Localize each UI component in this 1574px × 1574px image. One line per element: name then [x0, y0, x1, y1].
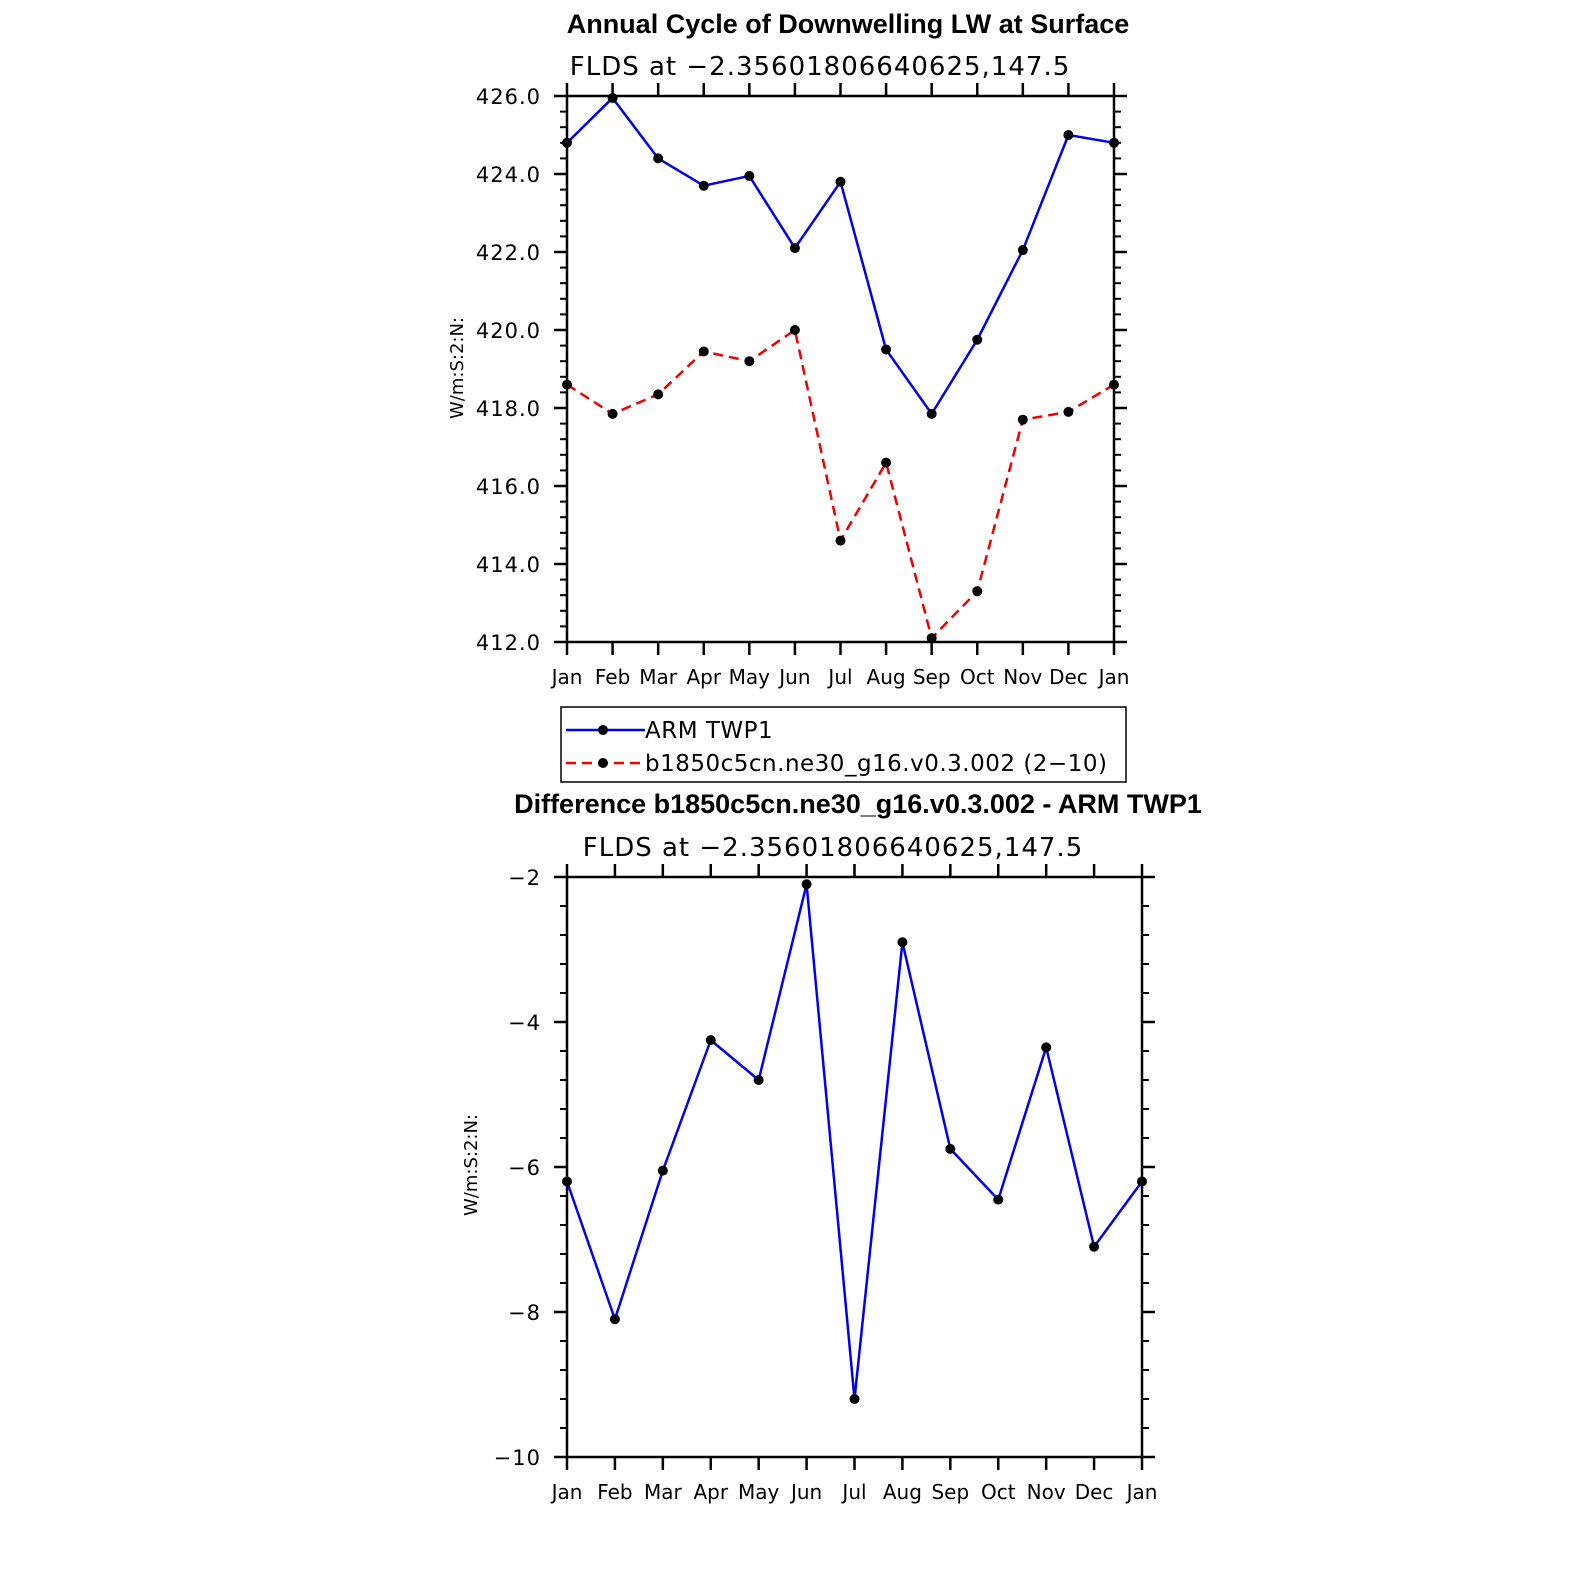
series-0-point	[835, 176, 846, 187]
y-tick-label: 412.0	[476, 631, 541, 655]
plot-frame	[565, 875, 1144, 1459]
x-tick-label: Jan	[550, 1480, 583, 1504]
chart-title: Difference b1850c5cn.ne30_g16.v0.3.002 -…	[514, 789, 1202, 819]
y-tick-label: 416.0	[476, 475, 541, 499]
y-tick-label: −10	[494, 1446, 541, 1470]
legend-entry-model: b1850c5cn.ne30_g16.v0.3.002 (2−10)	[566, 751, 1107, 777]
y-tick-label: 424.0	[476, 163, 541, 187]
x-tick-label: Apr	[693, 1480, 728, 1504]
series-1-point	[881, 457, 892, 468]
difference-chart: Difference b1850c5cn.ne30_g16.v0.3.002 -…	[461, 789, 1202, 1504]
series-line-0	[565, 883, 1144, 1401]
y-tick-label: 420.0	[476, 319, 541, 343]
x-tick-label: Feb	[597, 1480, 632, 1504]
x-tick-label: Feb	[595, 665, 630, 689]
series-0-point	[801, 879, 812, 890]
chart-title: Annual Cycle of Downwelling LW at Surfac…	[567, 9, 1130, 39]
x-tick-label: Dec	[1075, 1480, 1114, 1504]
series-0-point	[1017, 245, 1028, 256]
y-tick-label: 414.0	[476, 553, 541, 577]
x-tick-label: Jan	[550, 665, 583, 689]
series-1-point	[835, 535, 846, 546]
series-1-point	[653, 389, 664, 400]
series-1-point	[1063, 406, 1074, 417]
y-axis-label: W/m:S:2:N:	[447, 317, 468, 419]
series-1-point	[1017, 414, 1028, 425]
series-0-point	[945, 1143, 956, 1154]
x-tick-label: Jul	[826, 665, 852, 689]
y-tick-label: 418.0	[476, 397, 541, 421]
series-0-point	[753, 1075, 764, 1085]
series-0-point	[789, 243, 800, 254]
series-0-point	[849, 1394, 860, 1404]
legend: ARM TWP1 b1850c5cn.ne30_g16.v0.3.002 (2−…	[560, 706, 1127, 783]
x-tick-label: Oct	[960, 665, 995, 689]
y-tick-label: −8	[508, 1301, 541, 1325]
legend-marker-model	[598, 758, 608, 768]
y-tick-label: −4	[508, 1011, 541, 1035]
series-1-point	[698, 346, 709, 357]
series-0-point	[698, 180, 709, 191]
x-tick-label: Jan	[1097, 665, 1130, 689]
x-tick-label: Mar	[639, 665, 678, 689]
annual-cycle-chart: Annual Cycle of Downwelling LW at Surfac…	[447, 9, 1129, 689]
x-tick-label: Jun	[777, 665, 810, 689]
y-tick-label: −2	[508, 866, 541, 890]
x-tick-label: Aug	[867, 665, 906, 689]
series-0-point	[881, 344, 892, 355]
series-0-point	[897, 937, 908, 948]
series-0-point	[926, 408, 937, 419]
x-tick-label: Mar	[644, 1480, 683, 1504]
series-line-1	[566, 328, 1115, 640]
x-tick-label: Sep	[931, 1480, 969, 1504]
x-tick-label: Jan	[1125, 1480, 1158, 1504]
y-tick-label: 426.0	[476, 85, 541, 109]
x-tick-label: Sep	[913, 665, 951, 689]
series-1-point	[789, 325, 800, 335]
x-tick-label: Nov	[1003, 665, 1042, 689]
series-line-0	[566, 96, 1115, 416]
series-1-point	[607, 408, 618, 419]
series-0-point	[1089, 1241, 1100, 1252]
series-1-point	[972, 586, 983, 597]
chart-subtitle: FLDS at −2.35601806640625,147.5	[583, 833, 1084, 863]
x-tick-label: Aug	[883, 1480, 922, 1504]
series-0-point	[657, 1165, 668, 1176]
series-0-point	[705, 1035, 716, 1046]
legend-entry-arm-twp1: ARM TWP1	[566, 718, 773, 744]
legend-label-arm: ARM TWP1	[645, 718, 773, 744]
series-0-point	[1041, 1042, 1052, 1053]
legend-label-model: b1850c5cn.ne30_g16.v0.3.002 (2−10)	[645, 751, 1107, 777]
y-tick-label: 422.0	[476, 241, 541, 265]
x-tick-label: Apr	[686, 665, 721, 689]
x-tick-label: Jul	[840, 1480, 866, 1504]
series-0-point	[993, 1194, 1004, 1205]
x-tick-label: Oct	[981, 1480, 1016, 1504]
series-1-point	[744, 356, 755, 367]
series-0-point	[744, 170, 755, 181]
y-axis-label: W/m:S:2:N:	[461, 1114, 482, 1216]
series-0-point	[609, 1314, 620, 1325]
series-1-point	[926, 633, 937, 644]
series-0-point	[653, 153, 664, 164]
series-0-point	[972, 334, 983, 345]
x-tick-label: May	[738, 1480, 780, 1504]
legend-box	[560, 706, 1127, 783]
x-tick-label: Jun	[789, 1480, 822, 1504]
chart-subtitle: FLDS at −2.35601806640625,147.5	[570, 52, 1071, 82]
series-0-point	[1063, 130, 1074, 140]
x-tick-label: May	[729, 665, 771, 689]
x-tick-label: Nov	[1027, 1480, 1066, 1504]
legend-marker-arm	[598, 725, 608, 735]
x-tick-label: Dec	[1049, 665, 1088, 689]
y-tick-label: −6	[508, 1156, 541, 1180]
